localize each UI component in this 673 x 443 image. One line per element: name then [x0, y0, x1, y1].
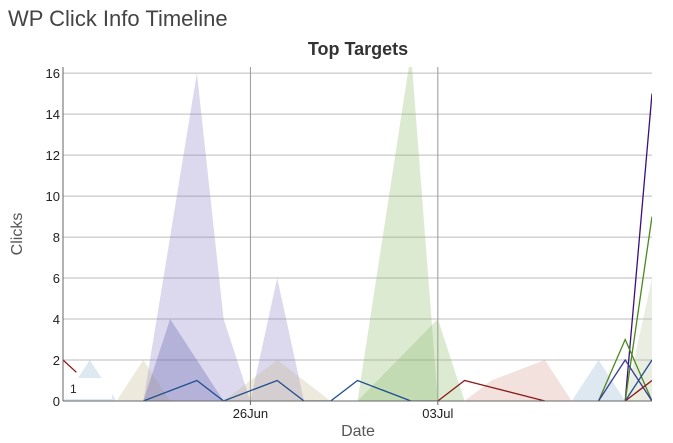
- area-series-6: [571, 360, 626, 401]
- y-tick-label: 6: [53, 271, 60, 286]
- chart-areas: [63, 67, 652, 401]
- x-tick-label: 26Jun: [233, 406, 268, 421]
- y-tick-label: 16: [46, 66, 60, 81]
- app-title: WP Click Info Timeline: [8, 6, 228, 31]
- line-series-12: [437, 379, 546, 401]
- line-series-11: [63, 359, 77, 373]
- y-tick-label: 8: [53, 230, 60, 245]
- y-tick-label: 2: [53, 353, 60, 368]
- chart-grid: [63, 67, 652, 402]
- area-series-0: [143, 73, 304, 401]
- y-tick-label: 0: [53, 394, 60, 409]
- area-series-9: [143, 319, 224, 401]
- area-series-2: [357, 319, 465, 401]
- line-series-15: [597, 337, 652, 401]
- area-series-1: [357, 67, 438, 401]
- y-tick-label: 10: [46, 189, 60, 204]
- area-series-7: [464, 360, 572, 401]
- y-tick-label: 4: [53, 312, 60, 327]
- chart-lines: [63, 93, 652, 401]
- chart-legend: 1: [64, 378, 112, 399]
- area-series-8: [625, 278, 652, 401]
- x-tick-label: 03Jul: [422, 406, 453, 421]
- chart-axes: 0 2 4 6 8 10 12 14 16 26Jun 03Jul: [46, 66, 652, 421]
- line-series-18: [624, 379, 652, 401]
- line-series-17: [624, 359, 652, 401]
- line-series-14: [624, 216, 652, 401]
- area-series-3: [116, 360, 171, 401]
- y-axis-label: Clicks: [9, 213, 26, 256]
- x-axis-label: Date: [341, 423, 375, 440]
- legend-box: [64, 378, 112, 399]
- chart-title: Top Targets: [308, 39, 408, 59]
- y-tick-label: 12: [46, 148, 60, 163]
- line-series-10: [143, 379, 438, 401]
- legend-entry: 1: [70, 382, 77, 396]
- y-tick-label: 14: [46, 107, 60, 122]
